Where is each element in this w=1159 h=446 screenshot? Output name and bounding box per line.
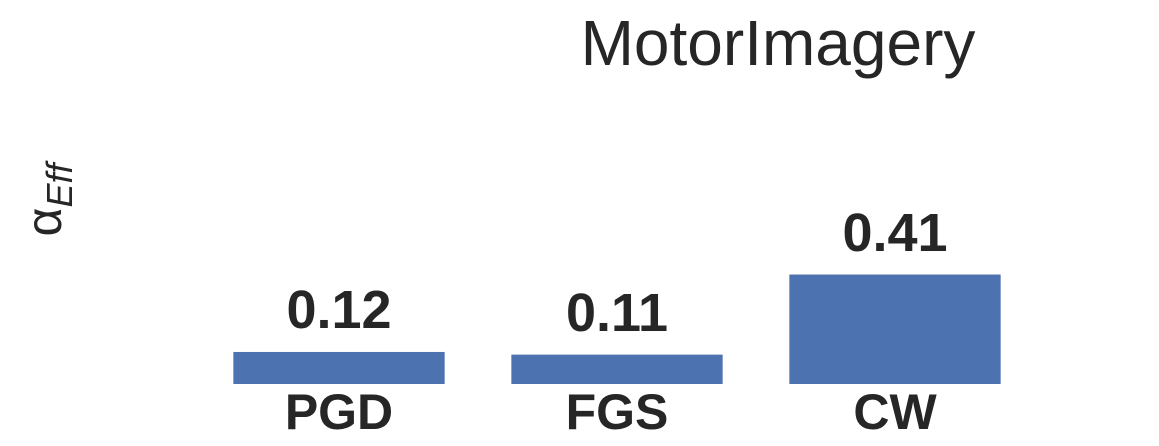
value-label: 0.12	[286, 280, 391, 340]
chart-title: MotorImagery	[581, 7, 976, 79]
x-tick-label: CW	[853, 384, 937, 440]
bar	[233, 351, 445, 384]
x-tick-label: PGD	[285, 384, 393, 440]
y-label-symbol: α	[16, 208, 72, 237]
bar	[511, 354, 723, 384]
y-axis-label: αEff	[16, 160, 79, 237]
bar	[789, 274, 1001, 384]
y-label-subscript: Eff	[39, 160, 80, 208]
x-tick-label: FGS	[566, 384, 669, 440]
value-label: 0.11	[566, 283, 668, 343]
value-label: 0.41	[842, 203, 947, 263]
